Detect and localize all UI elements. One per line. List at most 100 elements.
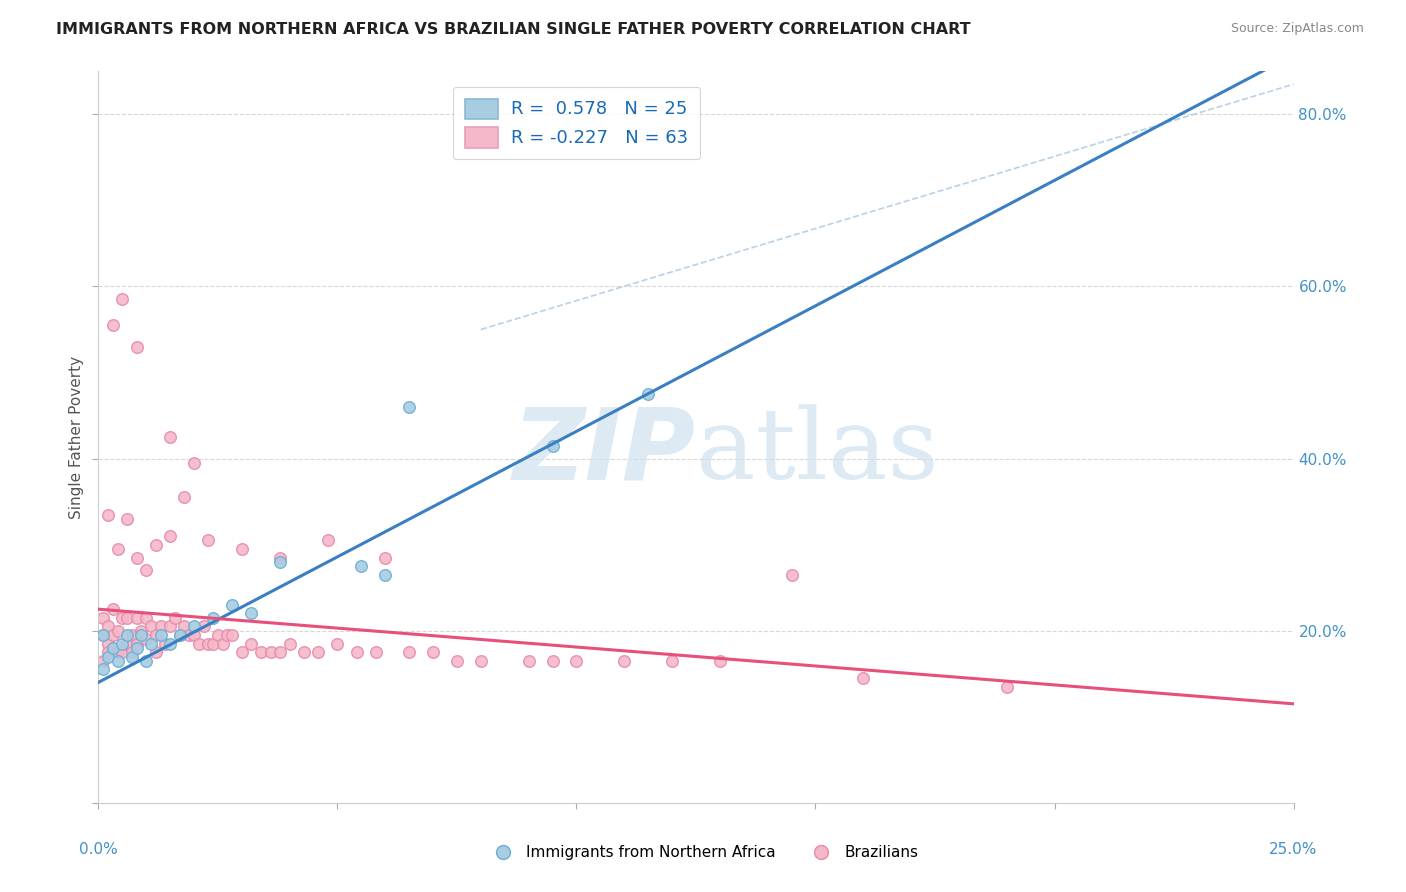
- Point: [139, 619, 162, 633]
- Point: [446, 654, 468, 668]
- Point: [207, 628, 229, 642]
- Point: [91, 654, 114, 668]
- Point: [125, 611, 148, 625]
- Point: [135, 564, 157, 578]
- Point: [346, 645, 368, 659]
- Point: [541, 654, 564, 668]
- Point: [259, 645, 281, 659]
- Point: [111, 637, 134, 651]
- Point: [135, 654, 157, 668]
- Point: [398, 400, 420, 414]
- Point: [101, 602, 124, 616]
- Point: [374, 550, 396, 565]
- Point: [173, 491, 195, 505]
- Text: Source: ZipAtlas.com: Source: ZipAtlas.com: [1230, 22, 1364, 36]
- Point: [111, 645, 134, 659]
- Point: [121, 649, 143, 664]
- Point: [269, 645, 291, 659]
- Point: [149, 619, 172, 633]
- Point: [173, 619, 195, 633]
- Text: 0.0%: 0.0%: [79, 842, 118, 856]
- Point: [202, 637, 225, 651]
- Point: [135, 632, 157, 647]
- Point: [250, 645, 273, 659]
- Point: [97, 649, 120, 664]
- Point: [398, 645, 420, 659]
- Point: [149, 628, 172, 642]
- Y-axis label: Single Father Poverty: Single Father Poverty: [69, 356, 84, 518]
- Point: [135, 611, 157, 625]
- Point: [131, 624, 153, 638]
- Point: [97, 645, 120, 659]
- Point: [269, 550, 291, 565]
- Point: [183, 619, 205, 633]
- Point: [169, 628, 191, 642]
- Point: [231, 645, 253, 659]
- Point: [364, 645, 387, 659]
- Point: [163, 611, 186, 625]
- Point: [125, 340, 148, 354]
- Point: [613, 654, 636, 668]
- Point: [316, 533, 339, 548]
- Point: [91, 662, 114, 676]
- Point: [159, 637, 181, 651]
- Point: [121, 628, 143, 642]
- Text: 25.0%: 25.0%: [1270, 842, 1317, 856]
- Legend: Immigrants from Northern Africa, Brazilians: Immigrants from Northern Africa, Brazili…: [482, 839, 924, 866]
- Point: [852, 671, 875, 685]
- Point: [115, 628, 138, 642]
- Point: [211, 637, 233, 651]
- Point: [101, 628, 124, 642]
- Point: [780, 567, 803, 582]
- Point: [121, 645, 143, 659]
- Point: [307, 645, 329, 659]
- Point: [155, 637, 177, 651]
- Point: [145, 538, 167, 552]
- Point: [115, 637, 138, 651]
- Point: [637, 387, 659, 401]
- Point: [326, 637, 349, 651]
- Point: [661, 654, 683, 668]
- Point: [240, 607, 263, 621]
- Point: [422, 645, 444, 659]
- Text: IMMIGRANTS FROM NORTHERN AFRICA VS BRAZILIAN SINGLE FATHER POVERTY CORRELATION C: IMMIGRANTS FROM NORTHERN AFRICA VS BRAZI…: [56, 22, 972, 37]
- Point: [115, 611, 138, 625]
- Point: [240, 637, 263, 651]
- Legend: R =  0.578   N = 25, R = -0.227   N = 63: R = 0.578 N = 25, R = -0.227 N = 63: [453, 87, 700, 160]
- Point: [111, 293, 134, 307]
- Point: [995, 680, 1018, 694]
- Point: [350, 559, 373, 574]
- Point: [269, 555, 291, 569]
- Point: [131, 628, 153, 642]
- Point: [709, 654, 731, 668]
- Point: [169, 628, 191, 642]
- Point: [292, 645, 315, 659]
- Point: [183, 628, 205, 642]
- Point: [217, 628, 239, 642]
- Point: [187, 637, 209, 651]
- Point: [101, 640, 124, 655]
- Point: [197, 637, 219, 651]
- Point: [115, 512, 138, 526]
- Point: [159, 619, 181, 633]
- Point: [179, 628, 201, 642]
- Point: [183, 456, 205, 470]
- Point: [517, 654, 540, 668]
- Point: [125, 640, 148, 655]
- Point: [159, 529, 181, 543]
- Point: [97, 637, 120, 651]
- Point: [91, 628, 114, 642]
- Point: [221, 628, 243, 642]
- Point: [139, 637, 162, 651]
- Point: [197, 533, 219, 548]
- Point: [107, 541, 129, 556]
- Point: [107, 624, 129, 638]
- Point: [221, 598, 243, 612]
- Point: [125, 550, 148, 565]
- Point: [97, 619, 120, 633]
- Point: [231, 541, 253, 556]
- Point: [91, 611, 114, 625]
- Point: [541, 439, 564, 453]
- Point: [145, 628, 167, 642]
- Point: [374, 567, 396, 582]
